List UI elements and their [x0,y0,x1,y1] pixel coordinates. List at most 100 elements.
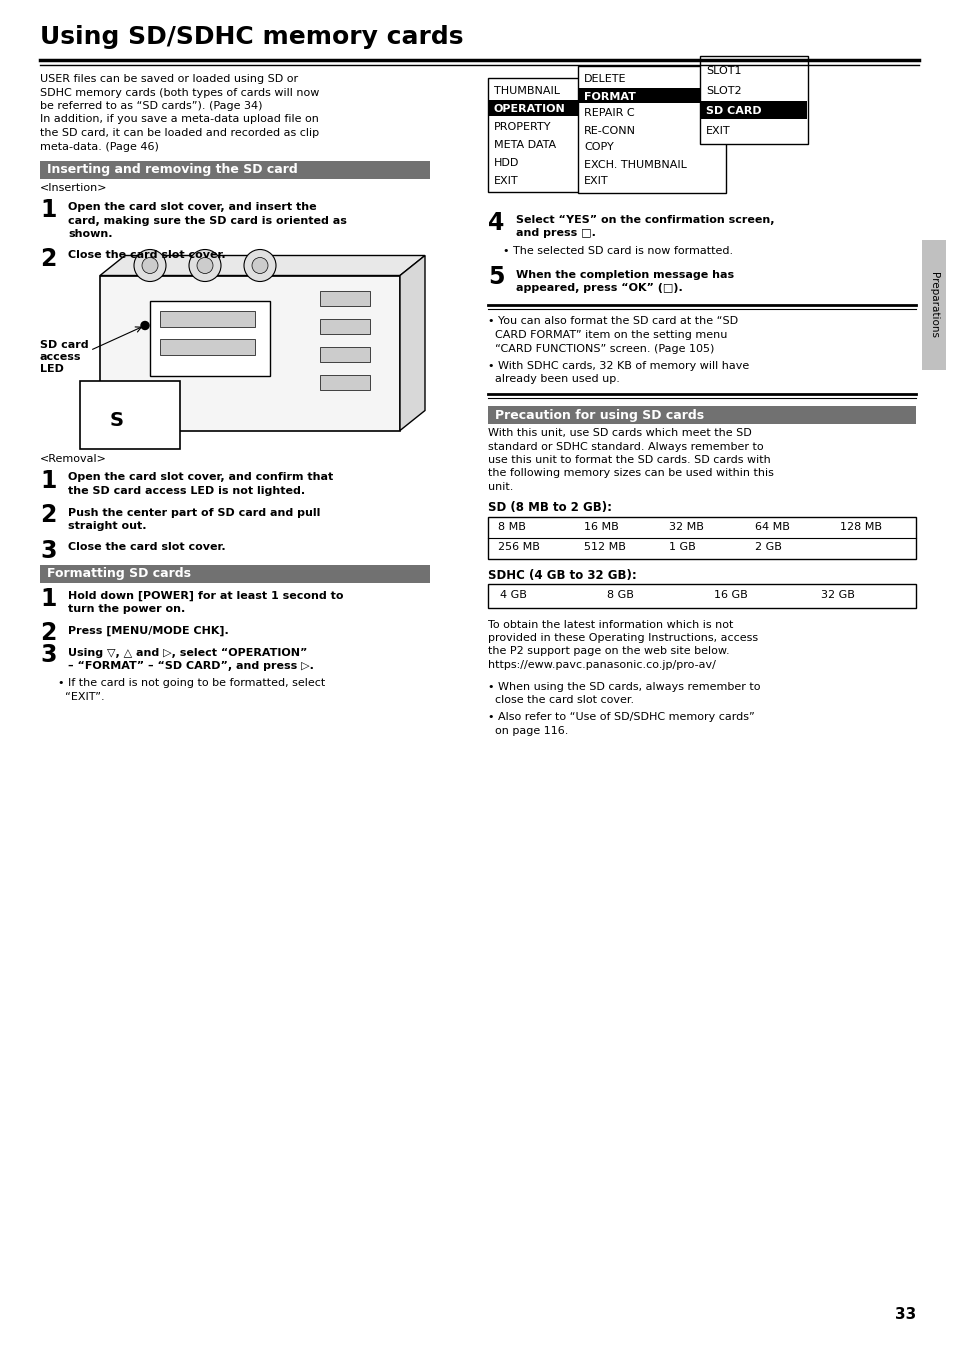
Text: 1: 1 [40,198,56,222]
Text: unit.: unit. [488,482,513,492]
Text: Using SD/SDHC memory cards: Using SD/SDHC memory cards [40,24,463,49]
Text: 1: 1 [40,586,56,611]
Text: appeared, press “OK” (□).: appeared, press “OK” (□). [516,283,682,292]
Circle shape [141,321,149,329]
Text: HDD: HDD [494,158,518,168]
Text: PROPERTY: PROPERTY [494,122,551,131]
Text: 8 GB: 8 GB [606,590,633,601]
Text: 2: 2 [40,504,56,528]
Text: 512 MB: 512 MB [583,543,625,552]
Text: EXIT: EXIT [583,176,608,187]
Text: the following memory sizes can be used within this: the following memory sizes can be used w… [488,468,773,478]
Text: use this unit to format the SD cards. SD cards with: use this unit to format the SD cards. SD… [488,455,770,464]
Text: EXIT: EXIT [705,126,730,135]
Circle shape [252,257,268,274]
Text: <Removal>: <Removal> [40,454,107,463]
Bar [700,56,807,144]
Bar [160,338,254,355]
Text: When the completion message has: When the completion message has [516,269,734,279]
Text: • Also refer to “Use of SD/SDHC memory cards”: • Also refer to “Use of SD/SDHC memory c… [488,712,754,723]
Text: • With SDHC cards, 32 KB of memory will have: • With SDHC cards, 32 KB of memory will … [488,362,748,371]
Text: Select “YES” on the confirmation screen,: Select “YES” on the confirmation screen, [516,215,774,225]
Text: the SD card, it can be loaded and recorded as clip: the SD card, it can be loaded and record… [40,129,319,138]
Text: Open the card slot cover, and confirm that: Open the card slot cover, and confirm th… [68,473,333,482]
Text: turn the power on.: turn the power on. [68,604,185,613]
Text: DELETE: DELETE [583,74,626,84]
Text: Push the center part of SD card and pull: Push the center part of SD card and pull [68,508,320,517]
Bar [100,275,399,431]
Text: RE-CONN: RE-CONN [583,126,636,135]
Text: Open the card slot cover, and insert the: Open the card slot cover, and insert the [68,202,316,213]
Text: SLOT1: SLOT1 [705,66,740,76]
Text: provided in these Operating Instructions, access: provided in these Operating Instructions… [488,634,758,643]
Text: SDHC memory cards (both types of cards will now: SDHC memory cards (both types of cards w… [40,88,319,97]
Text: 2: 2 [40,246,56,271]
Circle shape [142,257,158,274]
Text: 128 MB: 128 MB [840,521,882,532]
Text: 64 MB: 64 MB [754,521,789,532]
Text: To obtain the latest information which is not: To obtain the latest information which i… [488,620,733,630]
Bar [700,102,806,119]
Text: straight out.: straight out. [68,521,147,531]
Text: SLOT2: SLOT2 [705,87,740,96]
Bar [160,310,254,326]
Bar [489,100,601,116]
Text: https://eww.pavc.panasonic.co.jp/pro-av/: https://eww.pavc.panasonic.co.jp/pro-av/ [488,659,715,670]
Text: 3: 3 [40,539,56,562]
Text: Hold down [POWER] for at least 1 second to: Hold down [POWER] for at least 1 second … [68,590,343,601]
Text: on page 116.: on page 116. [488,726,568,737]
Text: the P2 support page on the web site below.: the P2 support page on the web site belo… [488,646,729,657]
Bar [488,79,602,192]
Text: SDHC (4 GB to 32 GB):: SDHC (4 GB to 32 GB): [488,569,636,581]
Circle shape [244,249,275,282]
Bar [40,161,430,179]
Text: “EXIT”.: “EXIT”. [58,692,105,701]
Text: 1: 1 [40,468,56,493]
Text: 256 MB: 256 MB [497,543,539,552]
Text: 16 GB: 16 GB [713,590,747,601]
Text: • The selected SD card is now formatted.: • The selected SD card is now formatted. [502,246,732,256]
Text: 4: 4 [488,211,504,236]
Text: – “FORMAT” – “SD CARD”, and press ▷.: – “FORMAT” – “SD CARD”, and press ▷. [68,661,314,672]
Text: 4 GB: 4 GB [499,590,526,601]
Text: 2: 2 [40,621,56,646]
Text: Precaution for using SD cards: Precaution for using SD cards [495,409,703,421]
Text: Using ▽, △ and ▷, select “OPERATION”: Using ▽, △ and ▷, select “OPERATION” [68,647,307,658]
Circle shape [189,249,221,282]
Text: 8 MB: 8 MB [497,521,525,532]
Text: Inserting and removing the SD card: Inserting and removing the SD card [47,164,297,176]
Circle shape [196,257,213,274]
Text: • If the card is not going to be formatted, select: • If the card is not going to be formatt… [58,678,325,688]
Bar [40,565,430,582]
Text: 32 MB: 32 MB [668,521,703,532]
Text: EXCH. THUMBNAIL: EXCH. THUMBNAIL [583,160,686,169]
Text: With this unit, use SD cards which meet the SD: With this unit, use SD cards which meet … [488,428,751,437]
Text: Close the card slot cover.: Close the card slot cover. [68,543,226,552]
Text: Close the card slot cover.: Close the card slot cover. [68,250,226,260]
Text: SD card
access
LED: SD card access LED [40,340,89,374]
Text: card, making sure the SD card is oriented as: card, making sure the SD card is oriente… [68,215,347,226]
Text: CARD FORMAT” item on the setting menu: CARD FORMAT” item on the setting menu [488,330,726,340]
Text: 33: 33 [894,1307,915,1322]
Text: EXIT: EXIT [494,176,518,185]
Text: “CARD FUNCTIONS” screen. (Page 105): “CARD FUNCTIONS” screen. (Page 105) [488,344,714,353]
Bar [319,318,370,333]
Text: 2 GB: 2 GB [754,543,781,552]
Bar [319,375,370,390]
Text: the SD card access LED is not lighted.: the SD card access LED is not lighted. [68,486,305,496]
Bar [150,301,270,375]
Text: S: S [110,410,124,429]
Bar [319,291,370,306]
Text: shown.: shown. [68,229,112,240]
Text: REPAIR C: REPAIR C [583,108,634,119]
Text: and press □.: and press □. [516,229,596,238]
Text: SD CARD: SD CARD [705,106,760,116]
Polygon shape [100,256,424,275]
Bar [921,240,945,370]
Text: OPERATION: OPERATION [494,104,565,114]
Text: META DATA: META DATA [494,139,556,150]
Text: 3: 3 [40,643,56,668]
Bar [488,516,915,558]
Text: meta-data. (Page 46): meta-data. (Page 46) [40,142,159,152]
Bar [80,380,180,448]
